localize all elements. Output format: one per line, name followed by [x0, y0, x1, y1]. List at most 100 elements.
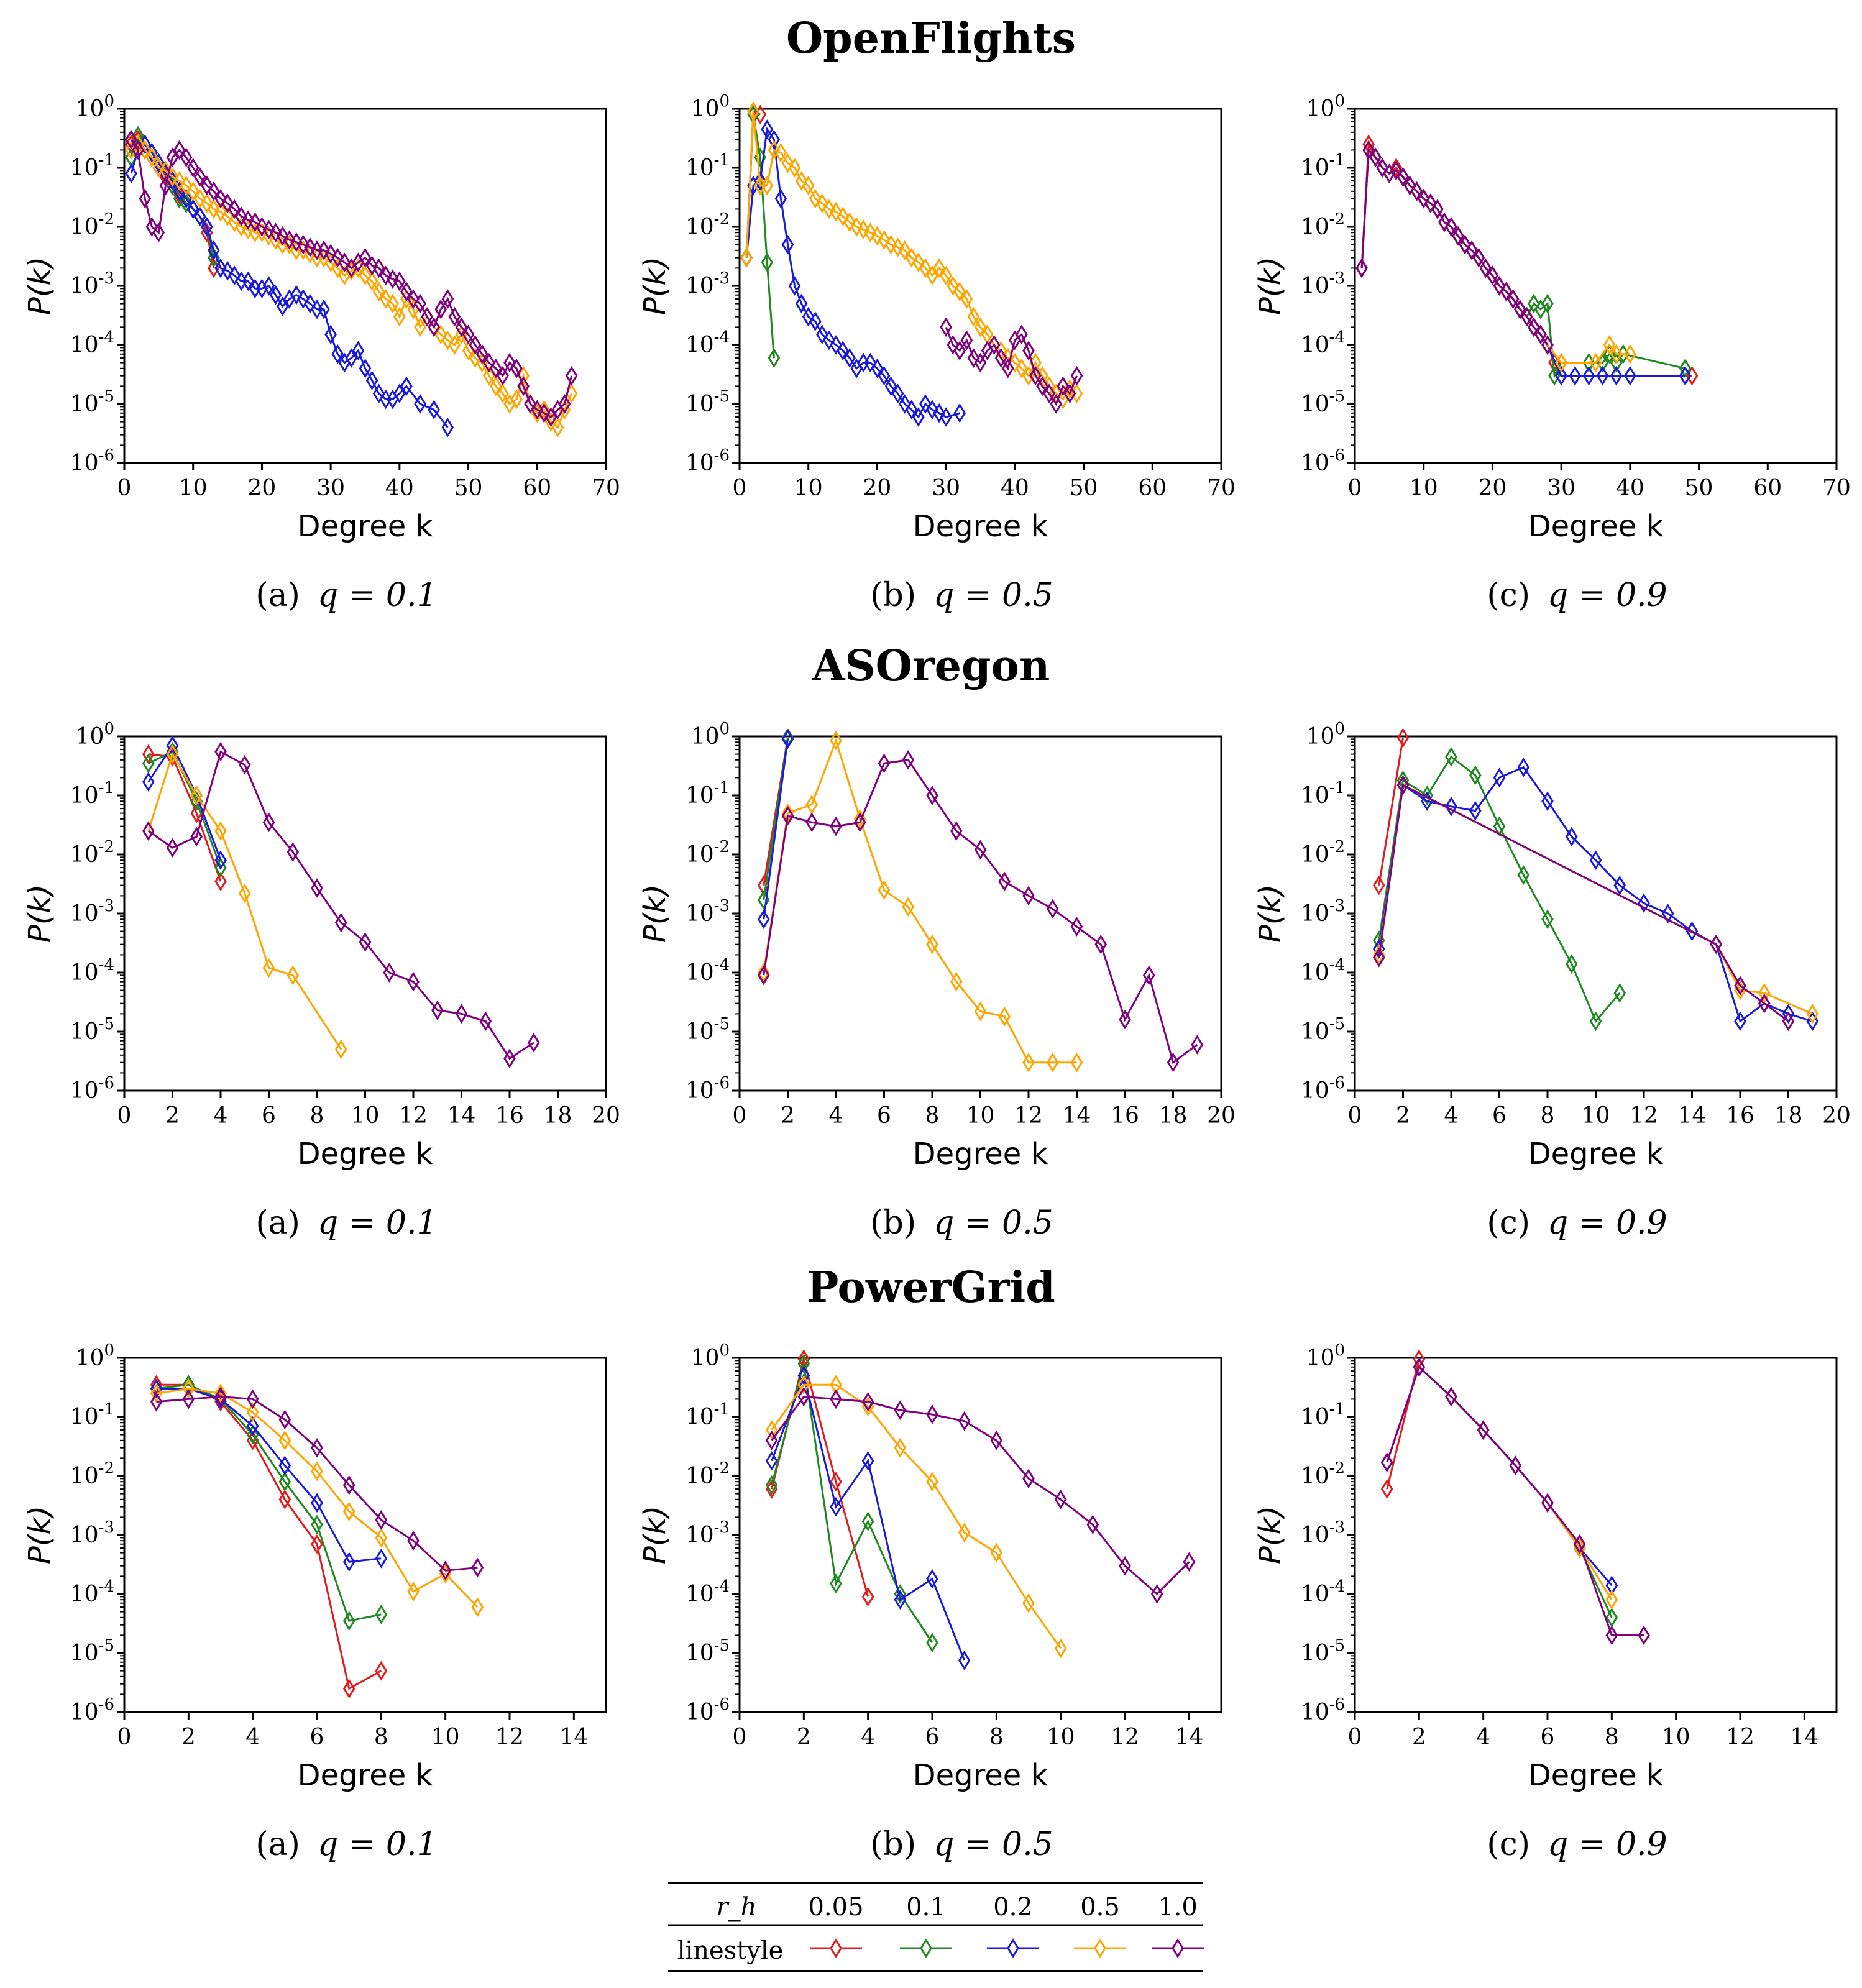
x-tick-label: 0	[733, 1103, 747, 1129]
data-point	[551, 417, 564, 437]
x-axis-label: Degree k	[1528, 1137, 1664, 1171]
data-point	[894, 1584, 907, 1604]
data-point	[365, 255, 378, 276]
data-point	[193, 167, 206, 187]
y-axis-label: P(k)	[1253, 884, 1288, 943]
x-tick-label: 14	[1678, 1103, 1707, 1129]
legend-value: 0.2	[993, 1893, 1033, 1922]
data-point	[342, 1475, 355, 1495]
data-point	[393, 271, 406, 291]
data-point	[1534, 324, 1547, 345]
legend-value: 0.05	[808, 1893, 863, 1922]
data-point	[960, 289, 973, 309]
y-tick-label: 10-6	[686, 1695, 730, 1725]
data-point	[878, 753, 891, 774]
y-axis-label: P(k)	[638, 1506, 672, 1564]
data-point	[490, 376, 502, 396]
legend-value: 1.0	[1158, 1893, 1198, 1922]
data-point	[809, 188, 822, 209]
data-point	[173, 171, 186, 191]
data-point	[947, 276, 960, 296]
data-point	[182, 1389, 195, 1409]
data-point	[304, 293, 316, 314]
data-point	[857, 219, 870, 240]
data-point	[1150, 1584, 1163, 1604]
panel-caption: (a) q = 0.1	[255, 1204, 437, 1242]
data-point	[1396, 729, 1410, 748]
chart-panel: 0 2 4 6 8 10 12 14 16 18 20 100 10-1 10-2 10-3 10-4 10-5…	[22, 720, 620, 1242]
data-point	[757, 963, 770, 983]
x-tick-label: 0	[733, 475, 747, 501]
data-point	[1605, 1625, 1618, 1646]
data-point	[947, 335, 960, 355]
data-point	[1119, 1009, 1131, 1030]
x-tick-label: 4	[829, 1103, 843, 1129]
data-point	[208, 247, 220, 268]
data-point	[795, 171, 808, 191]
data-point	[201, 193, 213, 214]
data-point	[152, 222, 165, 243]
data-point	[768, 348, 781, 368]
data-point	[1638, 893, 1650, 914]
data-point	[1565, 954, 1578, 974]
data-point	[757, 965, 770, 986]
x-tick-label: 2	[1412, 1725, 1426, 1750]
data-point	[843, 212, 856, 232]
chart-panel: 0 2 4 6 8 10 12 14 100 10-1 10-2 10-3 10-4 10-5 10-6 De…	[1253, 1341, 1838, 1863]
x-tick-label: 18	[544, 1103, 572, 1129]
data-point	[816, 324, 828, 345]
data-point	[871, 226, 884, 246]
data-point	[1445, 747, 1457, 767]
y-axis-label: P(k)	[22, 884, 57, 943]
data-point	[359, 265, 372, 286]
data-point	[228, 265, 241, 286]
series-line-rh-0.1	[1378, 755, 1621, 1024]
data-point	[414, 293, 426, 314]
data-point	[142, 821, 155, 841]
data-point	[1565, 827, 1578, 847]
data-point	[375, 1509, 388, 1530]
y-tick-label: 10-6	[70, 1695, 114, 1725]
y-tick-label: 10-5	[686, 387, 730, 417]
data-point	[311, 1493, 323, 1513]
data-point	[142, 772, 155, 792]
data-point	[1355, 258, 1368, 278]
y-tick-label: 10-3	[686, 269, 730, 299]
data-point	[788, 276, 801, 296]
data-point	[1477, 1420, 1490, 1440]
data-point	[830, 1375, 842, 1395]
data-point	[359, 932, 372, 952]
series-line-rh-1.0	[1378, 784, 1789, 1022]
data-point	[304, 237, 316, 257]
data-point	[497, 383, 509, 404]
data-point	[517, 376, 530, 396]
data-point	[441, 289, 454, 309]
data-point	[262, 812, 275, 833]
x-tick-label: 30	[1547, 475, 1575, 501]
data-point	[926, 1633, 938, 1653]
data-point	[805, 812, 819, 833]
x-tick-label: 12	[495, 1725, 524, 1750]
y-tick-label: 10-1	[70, 779, 114, 808]
data-point	[269, 285, 282, 305]
y-tick-label: 10-2	[70, 1459, 114, 1489]
data-point	[902, 897, 915, 917]
y-tick-label: 10-2	[1301, 210, 1345, 240]
x-tick-label: 0	[1348, 475, 1362, 501]
series-line-rh-0.5	[763, 738, 1077, 1064]
data-point	[919, 258, 932, 278]
data-point	[1806, 1011, 1819, 1032]
data-point	[150, 1378, 163, 1399]
data-point	[933, 403, 945, 423]
data-point	[221, 260, 234, 281]
y-tick-label: 10-2	[1301, 838, 1345, 868]
data-point	[1679, 358, 1692, 378]
data-point	[1589, 352, 1602, 373]
legend-swatch-marker	[920, 1938, 932, 1958]
data-point	[318, 240, 330, 260]
data-point	[1555, 365, 1567, 386]
data-point	[1396, 775, 1410, 795]
x-tick-label: 0	[1348, 1725, 1362, 1750]
y-tick-label: 10-3	[1301, 1518, 1345, 1548]
data-point	[797, 1375, 810, 1395]
